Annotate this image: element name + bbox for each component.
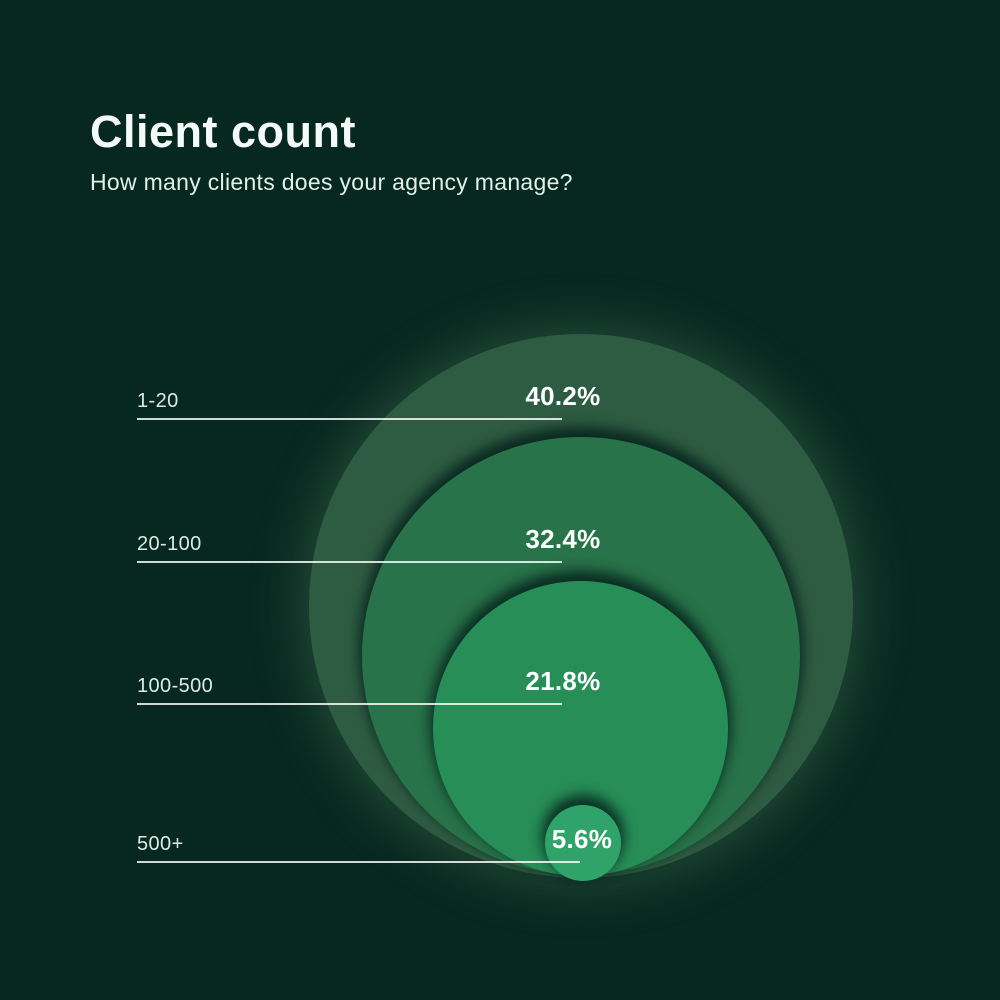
- value-label: 21.8%: [525, 666, 601, 696]
- bubble-500+: [545, 805, 621, 881]
- value-label: 32.4%: [525, 524, 601, 554]
- category-label: 100-500: [137, 675, 214, 697]
- category-label: 20-100: [137, 533, 202, 555]
- category-label: 500+: [137, 833, 184, 855]
- leader-line: [137, 703, 562, 705]
- category-label: 1-20: [137, 390, 179, 412]
- leader-line: [137, 418, 562, 420]
- value-label: 5.6%: [551, 824, 613, 854]
- page-title: Client count: [90, 106, 356, 157]
- page-subtitle: How many clients does your agency manage…: [90, 169, 573, 195]
- value-label: 40.2%: [525, 381, 601, 411]
- leader-line: [137, 861, 580, 863]
- leader-line: [137, 561, 562, 563]
